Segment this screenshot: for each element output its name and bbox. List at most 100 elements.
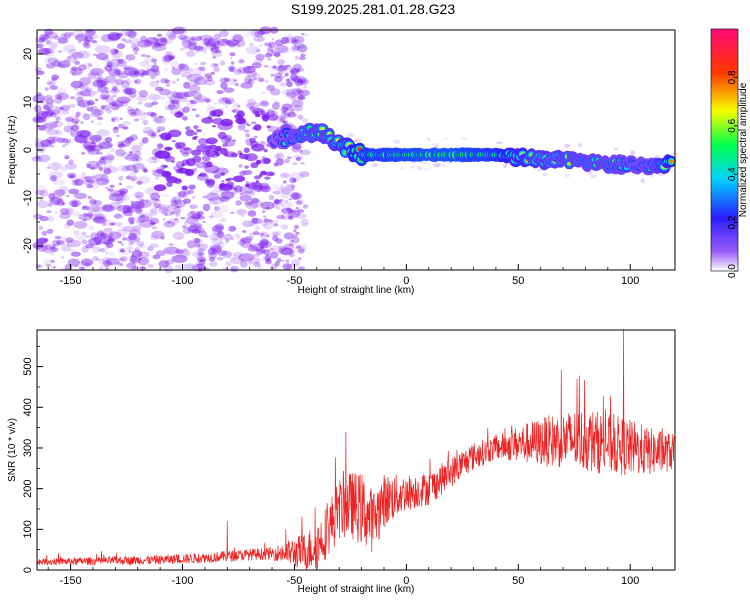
spectrogram-blob [190,100,198,105]
spectrogram-blob [51,62,54,65]
spectrogram-blob [163,38,174,44]
spectrogram-blob [119,256,128,262]
spectrogram-blob [140,35,147,42]
spectrogram-blob [131,250,143,258]
spectrogram-blob [265,234,270,238]
spectrogram-blob [105,242,114,249]
spectrogram-blob [136,95,148,102]
spectrogram-blob [34,141,45,148]
spectrogram-blob [105,109,113,114]
spectrogram-blob [183,81,191,89]
spectrogram-blob [215,230,224,238]
spectrogram-blob [182,263,197,271]
spectrogram-blob [155,206,158,209]
spectrogram-blob [49,41,58,50]
spectrogram-blob [46,263,51,268]
spectrogram-blob [271,184,280,191]
spectrogram-blob [86,146,96,153]
spectrogram-blob [253,253,261,257]
spectrogram-blob [281,36,290,45]
spectrogram-blob [286,156,292,160]
spectrogram-blob [99,157,105,161]
spectrogram-blob [223,87,235,93]
spectrogram-blob [82,34,93,43]
spectrogram-blob [246,31,251,34]
spectrogram-blob [213,33,222,40]
spectrogram-blob [88,33,98,40]
spectrogram-blob [51,77,58,82]
spectrogram-blob [152,71,158,77]
spectrogram-blob [253,35,265,42]
spectrogram-blob [183,91,194,98]
spectrogram-blob [165,91,181,99]
spectrogram-blob [300,218,310,226]
spectrogram-blob [131,203,140,209]
spectrogram-blob [158,134,164,138]
spectrogram-blob [129,134,138,141]
spectrogram-blob [188,184,196,190]
spectrogram-blob [90,109,102,118]
spectrogram-blob [105,89,110,94]
spectrogram-blob [199,34,213,42]
spectrogram-blob [144,126,153,132]
spectrogram-blob [51,240,61,247]
spectrogram-blob [83,39,90,45]
spectrogram-blob [292,178,297,183]
spectrogram-blob [166,173,170,176]
spectrogram-blob [219,182,227,189]
spectrogram-blob [85,175,92,182]
spectrogram-blob [99,94,110,100]
spectrogram-blob [169,104,174,108]
spectrogram-blob [81,231,87,236]
spectrogram-blob [393,139,401,144]
spectrogram-blob [92,164,101,170]
spectrogram-blob [291,35,305,44]
spectrogram-blob [149,81,159,88]
spectrogram-blob [224,100,233,105]
spectrogram-blob [139,266,146,270]
spectrogram-blob [118,175,124,181]
spectrogram-blob [263,215,267,218]
spectrogram-blob [75,233,88,240]
colorbar: 0.0 0.2 0.4 0.6 0.8 Normalized spectral ampl… [710,28,749,278]
snr-y-tick-label: 400 [22,398,34,416]
spectrogram-blob [136,241,145,247]
spectrogram-blob [85,39,92,43]
spectrogram-blob [100,104,112,111]
spectrogram-blob [290,70,295,75]
spectrogram-blob [130,200,145,209]
spectrogram-blob [165,213,168,216]
spectrogram-x-tick-label: 50 [512,275,524,287]
spectrogram-blob [205,43,217,50]
spectrogram-blob [120,243,124,246]
spectrogram-blob [125,61,130,64]
spectrogram-blob [108,232,114,238]
spectrogram-blob [220,135,231,144]
spectrogram-blob [275,101,281,105]
spectrogram-blob [67,55,72,59]
spectrogram-blob [156,33,163,38]
spectrogram-blob [54,92,70,101]
spectrogram-blob [280,172,290,179]
spectrogram-blob [640,178,645,183]
snr-x-tick-label: 100 [621,575,639,587]
spectrogram-blob [130,200,134,203]
spectrogram-blob [155,250,166,257]
spectrogram-blob [284,199,288,203]
spectrogram-blob [183,248,189,252]
spectrogram-blob [77,64,87,71]
spectrogram-blob [119,248,125,253]
spectrogram-blob [266,47,274,52]
spectrogram-blob [160,235,165,240]
spectrogram-blob [236,66,250,74]
spectrogram-blob [249,222,257,227]
spectrogram-blob [52,244,56,248]
spectrogram-blob [68,48,78,57]
spectrogram-blob [130,177,135,182]
spectrogram-blob [181,185,188,191]
spectrogram-blob [243,129,250,133]
spectrogram-blob [116,70,125,76]
spectrogram-blob [195,261,200,266]
spectrogram-blob [268,41,276,49]
spectrogram-blob [185,158,196,167]
